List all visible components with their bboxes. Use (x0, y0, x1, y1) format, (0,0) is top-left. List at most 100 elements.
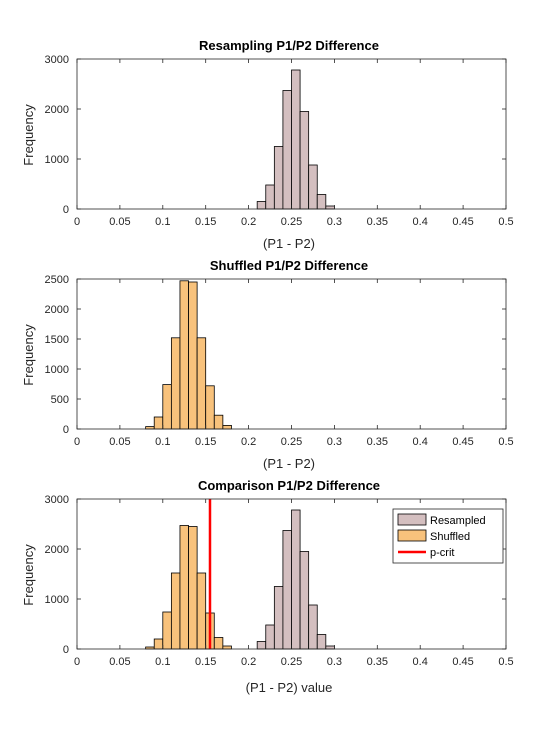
y-tick-label: 1000 (45, 594, 69, 606)
y-tick-label: 1000 (45, 154, 69, 166)
y-axis-label: Frequency (21, 324, 36, 386)
x-tick-label: 0.3 (327, 436, 342, 448)
x-tick-label: 0.5 (498, 436, 513, 448)
x-tick-label: 0.15 (195, 216, 216, 228)
histogram-bar (274, 147, 283, 210)
histogram-bar (214, 415, 223, 429)
legend-label-shuffled: Shuffled (430, 531, 470, 543)
plot-area (77, 279, 506, 429)
histogram-bar (283, 91, 292, 210)
y-tick-label: 2500 (45, 274, 69, 286)
y-tick-label: 3000 (45, 54, 69, 66)
y-tick-label: 2000 (45, 544, 69, 556)
y-tick-label: 2000 (45, 304, 69, 316)
histogram-bar (189, 282, 198, 429)
histogram-bar (197, 573, 206, 649)
histogram-bar (257, 202, 266, 210)
y-axis-label: Frequency (21, 104, 36, 166)
histogram-bar (326, 646, 335, 649)
x-tick-label: 0.2 (241, 436, 256, 448)
y-tick-label: 500 (51, 394, 69, 406)
histogram-bar (317, 195, 326, 210)
histogram-bar (223, 425, 232, 429)
histogram-bar (180, 281, 189, 429)
panel-title: Comparison P1/P2 Difference (198, 478, 380, 493)
histogram-bar (283, 531, 292, 650)
histogram-bar (257, 642, 266, 650)
histogram-bar (326, 206, 335, 209)
x-tick-label: 0.1 (155, 656, 170, 668)
y-tick-label: 0 (63, 204, 69, 216)
x-tick-label: 0.1 (155, 216, 170, 228)
x-tick-label: 0.1 (155, 436, 170, 448)
x-tick-label: 0.4 (413, 656, 428, 668)
histogram-bar (266, 625, 275, 649)
histogram-bar (171, 338, 180, 429)
x-axis-label: (P1 - P2) value (246, 680, 333, 695)
histogram-bar (223, 646, 232, 649)
x-axis-label: (P1 - P2) (263, 456, 315, 471)
x-tick-label: 0.25 (281, 436, 302, 448)
histogram-bar (317, 635, 326, 650)
x-tick-label: 0.4 (413, 216, 428, 228)
y-tick-label: 1000 (45, 364, 69, 376)
histogram-bar (180, 526, 189, 650)
histogram-bar (163, 612, 172, 649)
histogram-bar (189, 527, 198, 650)
x-tick-label: 0.15 (195, 656, 216, 668)
x-tick-label: 0.35 (367, 436, 388, 448)
x-tick-label: 0.05 (109, 436, 130, 448)
legend-swatch-resampled (398, 514, 426, 525)
histogram-bar (309, 605, 318, 649)
histogram-bar (274, 587, 283, 650)
y-tick-label: 0 (63, 644, 69, 656)
legend-label-resampled: Resampled (430, 515, 486, 527)
x-tick-label: 0.5 (498, 656, 513, 668)
x-tick-label: 0.45 (452, 656, 473, 668)
x-tick-label: 0.45 (452, 436, 473, 448)
histogram-bar (154, 417, 163, 429)
x-tick-label: 0.3 (327, 216, 342, 228)
x-tick-label: 0.2 (241, 656, 256, 668)
x-tick-label: 0.35 (367, 216, 388, 228)
histogram-bar (154, 639, 163, 649)
x-tick-label: 0 (74, 436, 80, 448)
bars-layer (77, 279, 506, 429)
histogram-bar (300, 552, 309, 650)
panel-title: Shuffled P1/P2 Difference (210, 258, 368, 273)
x-tick-label: 0.45 (452, 216, 473, 228)
x-tick-label: 0.25 (281, 216, 302, 228)
legend: Resampled Shuffled p-crit (393, 509, 503, 563)
panel-title: Resampling P1/P2 Difference (199, 38, 379, 53)
y-tick-label: 2000 (45, 104, 69, 116)
x-tick-label: 0.5 (498, 216, 513, 228)
x-tick-label: 0 (74, 656, 80, 668)
x-tick-label: 0.05 (109, 656, 130, 668)
histogram-bar (197, 338, 206, 429)
bars-layer (77, 59, 506, 209)
x-axis-label: (P1 - P2) (263, 236, 315, 251)
histogram-bar (292, 510, 301, 649)
x-tick-label: 0.35 (367, 656, 388, 668)
x-tick-label: 0.15 (195, 436, 216, 448)
histogram-bar (214, 638, 223, 650)
histogram-bar (292, 70, 301, 209)
legend-swatch-shuffled (398, 530, 426, 541)
legend-label-p-crit: p-crit (430, 547, 454, 559)
y-tick-label: 1500 (45, 334, 69, 346)
histogram-bar (266, 185, 275, 209)
x-tick-label: 0.25 (281, 656, 302, 668)
histogram-bar (163, 385, 172, 429)
y-tick-label: 0 (63, 424, 69, 436)
histogram-bar (206, 386, 215, 429)
x-tick-label: 0.4 (413, 436, 428, 448)
y-tick-label: 3000 (45, 494, 69, 506)
histogram-bar (309, 165, 318, 209)
x-tick-label: 0.3 (327, 656, 342, 668)
y-axis-label: Frequency (21, 544, 36, 606)
x-tick-label: 0.2 (241, 216, 256, 228)
histogram-bar (171, 573, 180, 649)
histogram-bar (300, 112, 309, 210)
x-tick-label: 0.05 (109, 216, 130, 228)
